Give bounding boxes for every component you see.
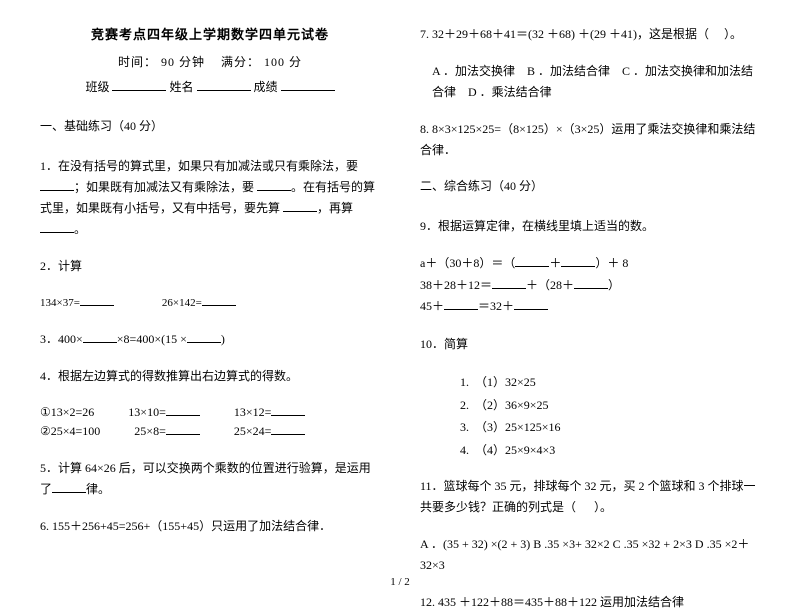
q4-r1b: 13×10= — [128, 403, 200, 422]
class-label: 班级 — [85, 80, 109, 94]
q11-text-b: ）。 — [594, 500, 612, 514]
grade-label: 成绩 — [254, 80, 278, 94]
section-1-heading: 一、基础练习（40 分） — [40, 117, 380, 134]
doc-subtitle: 时间： 90 分钟 满分： 100 分 — [40, 53, 380, 70]
q11-text-a: 11．篮球每个 35 元，排球每个 32 元，买 2 个篮球和 3 个排球一共要… — [420, 479, 756, 514]
q4-r2a: ②25×4=100 — [40, 422, 100, 441]
q1-blank-4 — [40, 220, 74, 233]
question-7-options: A ．加法交换律 B ．加法结合律 C ．加法交换律和加法结合律 D ．乘法结合… — [420, 61, 760, 103]
question-6: 6. 155＋256+45=256+（155+45）只运用了加法结合律． — [40, 516, 380, 537]
question-7: 7. 32＋29＋68＋41＝(32 ＋68) ＋(29 ＋41)，这是根据（ … — [420, 24, 760, 45]
question-2-items: 134×37= 26×142= — [40, 293, 380, 313]
q10-item-1: 1. （1）32×25 — [460, 371, 760, 394]
q10-item-3: 3. （3）25×125×16 — [460, 416, 760, 439]
question-5: 5．计算 64×26 后，可以交换两个乘数的位置进行验算，是运用了律。 — [40, 458, 380, 500]
doc-title: 竞赛考点四年级上学期数学四单元试卷 — [40, 24, 380, 43]
name-blank — [197, 78, 251, 91]
columns: 竞赛考点四年级上学期数学四单元试卷 时间： 90 分钟 满分： 100 分 班级… — [40, 24, 760, 564]
time-label: 时间： — [118, 55, 157, 69]
class-blank — [112, 78, 166, 91]
question-9: 9．根据运算定律，在横线里填上适当的数。 — [420, 216, 760, 237]
page: 竞赛考点四年级上学期数学四单元试卷 时间： 90 分钟 满分： 100 分 班级… — [0, 0, 800, 592]
q1-text-a: 1．在没有括号的算式里，如果只有加减法或只有乘除法，要 — [40, 159, 358, 173]
q1-text-e: 。 — [74, 222, 86, 236]
question-4-rows: ①13×2=26 13×10= 13×12= ②25×4=100 25×8= 2… — [40, 403, 380, 441]
q4-r2b: 25×8= — [134, 422, 200, 441]
student-fields: 班级 姓名 成绩 — [40, 78, 380, 95]
time-value: 90 分钟 — [161, 55, 205, 69]
q4-r1a: ①13×2=26 — [40, 403, 94, 422]
question-10: 10．简算 — [420, 334, 760, 355]
q7-text-a: 7. 32＋29＋68＋41＝(32 ＋68) ＋(29 ＋41)，这是根据（ — [420, 27, 709, 41]
q1-blank-1 — [40, 178, 74, 191]
q4-r2c: 25×24= — [234, 422, 306, 441]
q1-text-b: ；如果既有加减法又有乘除法，要 — [74, 180, 254, 194]
question-4: 4．根据左边算式的得数推算出右边算式的得数。 — [40, 366, 380, 387]
q10-item-2: 2. （2）36×9×25 — [460, 394, 760, 417]
section-2-heading: 二、综合练习（40 分） — [420, 177, 760, 194]
question-9-lines: a＋（30＋8）＝（＋）＋ 8 38＋28＋12＝＋（28＋） 45＋＝32＋ — [420, 253, 760, 318]
page-footer: 1 / 2 — [0, 576, 800, 588]
question-1: 1．在没有括号的算式里，如果只有加减法或只有乘除法，要 ；如果既有加减法又有乘除… — [40, 156, 380, 240]
q2-item-b: 26×142= — [162, 293, 236, 313]
question-11-options: A ．(35 + 32) ×(2 + 3) B .35 ×3+ 32×2 C .… — [420, 534, 760, 576]
q7-text-b: ）。 — [724, 27, 742, 41]
question-10-list: 1. （1）32×25 2. （2）36×9×25 3. （3）25×125×1… — [420, 371, 760, 462]
q4-r1c: 13×12= — [234, 403, 306, 422]
q5-text-b: 律。 — [86, 482, 110, 496]
question-11: 11．篮球每个 35 元，排球每个 32 元，买 2 个篮球和 3 个排球一共要… — [420, 476, 760, 518]
q1-blank-2 — [257, 178, 291, 191]
question-2: 2．计算 — [40, 256, 380, 277]
score-value: 100 分 — [264, 55, 302, 69]
q2-item-a: 134×37= — [40, 293, 114, 313]
q1-blank-3 — [283, 199, 317, 212]
grade-blank — [281, 78, 335, 91]
q3-text-b: ×8=400×(15 × — [117, 332, 187, 346]
right-column: 7. 32＋29＋68＋41＝(32 ＋68) ＋(29 ＋41)，这是根据（ … — [420, 24, 760, 564]
q3-text-c: ) — [221, 332, 225, 346]
q10-item-4: 4. （4）25×9×4×3 — [460, 439, 760, 462]
left-column: 竞赛考点四年级上学期数学四单元试卷 时间： 90 分钟 满分： 100 分 班级… — [40, 24, 380, 564]
q1-text-d: ，再算 — [317, 201, 353, 215]
question-3: 3．400× ×8=400×(15 ×) — [40, 329, 380, 350]
q3-text-a: 3．400× — [40, 332, 83, 346]
question-8: 8. 8×3×125×25=（8×125）×（3×25）运用了乘法交换律和乘法结… — [420, 119, 760, 161]
question-12: 12. 435 ＋122＋88＝435＋88＋122 运用加法结合律 — [420, 592, 760, 613]
name-label: 姓名 — [169, 80, 193, 94]
score-label: 满分： — [221, 55, 260, 69]
